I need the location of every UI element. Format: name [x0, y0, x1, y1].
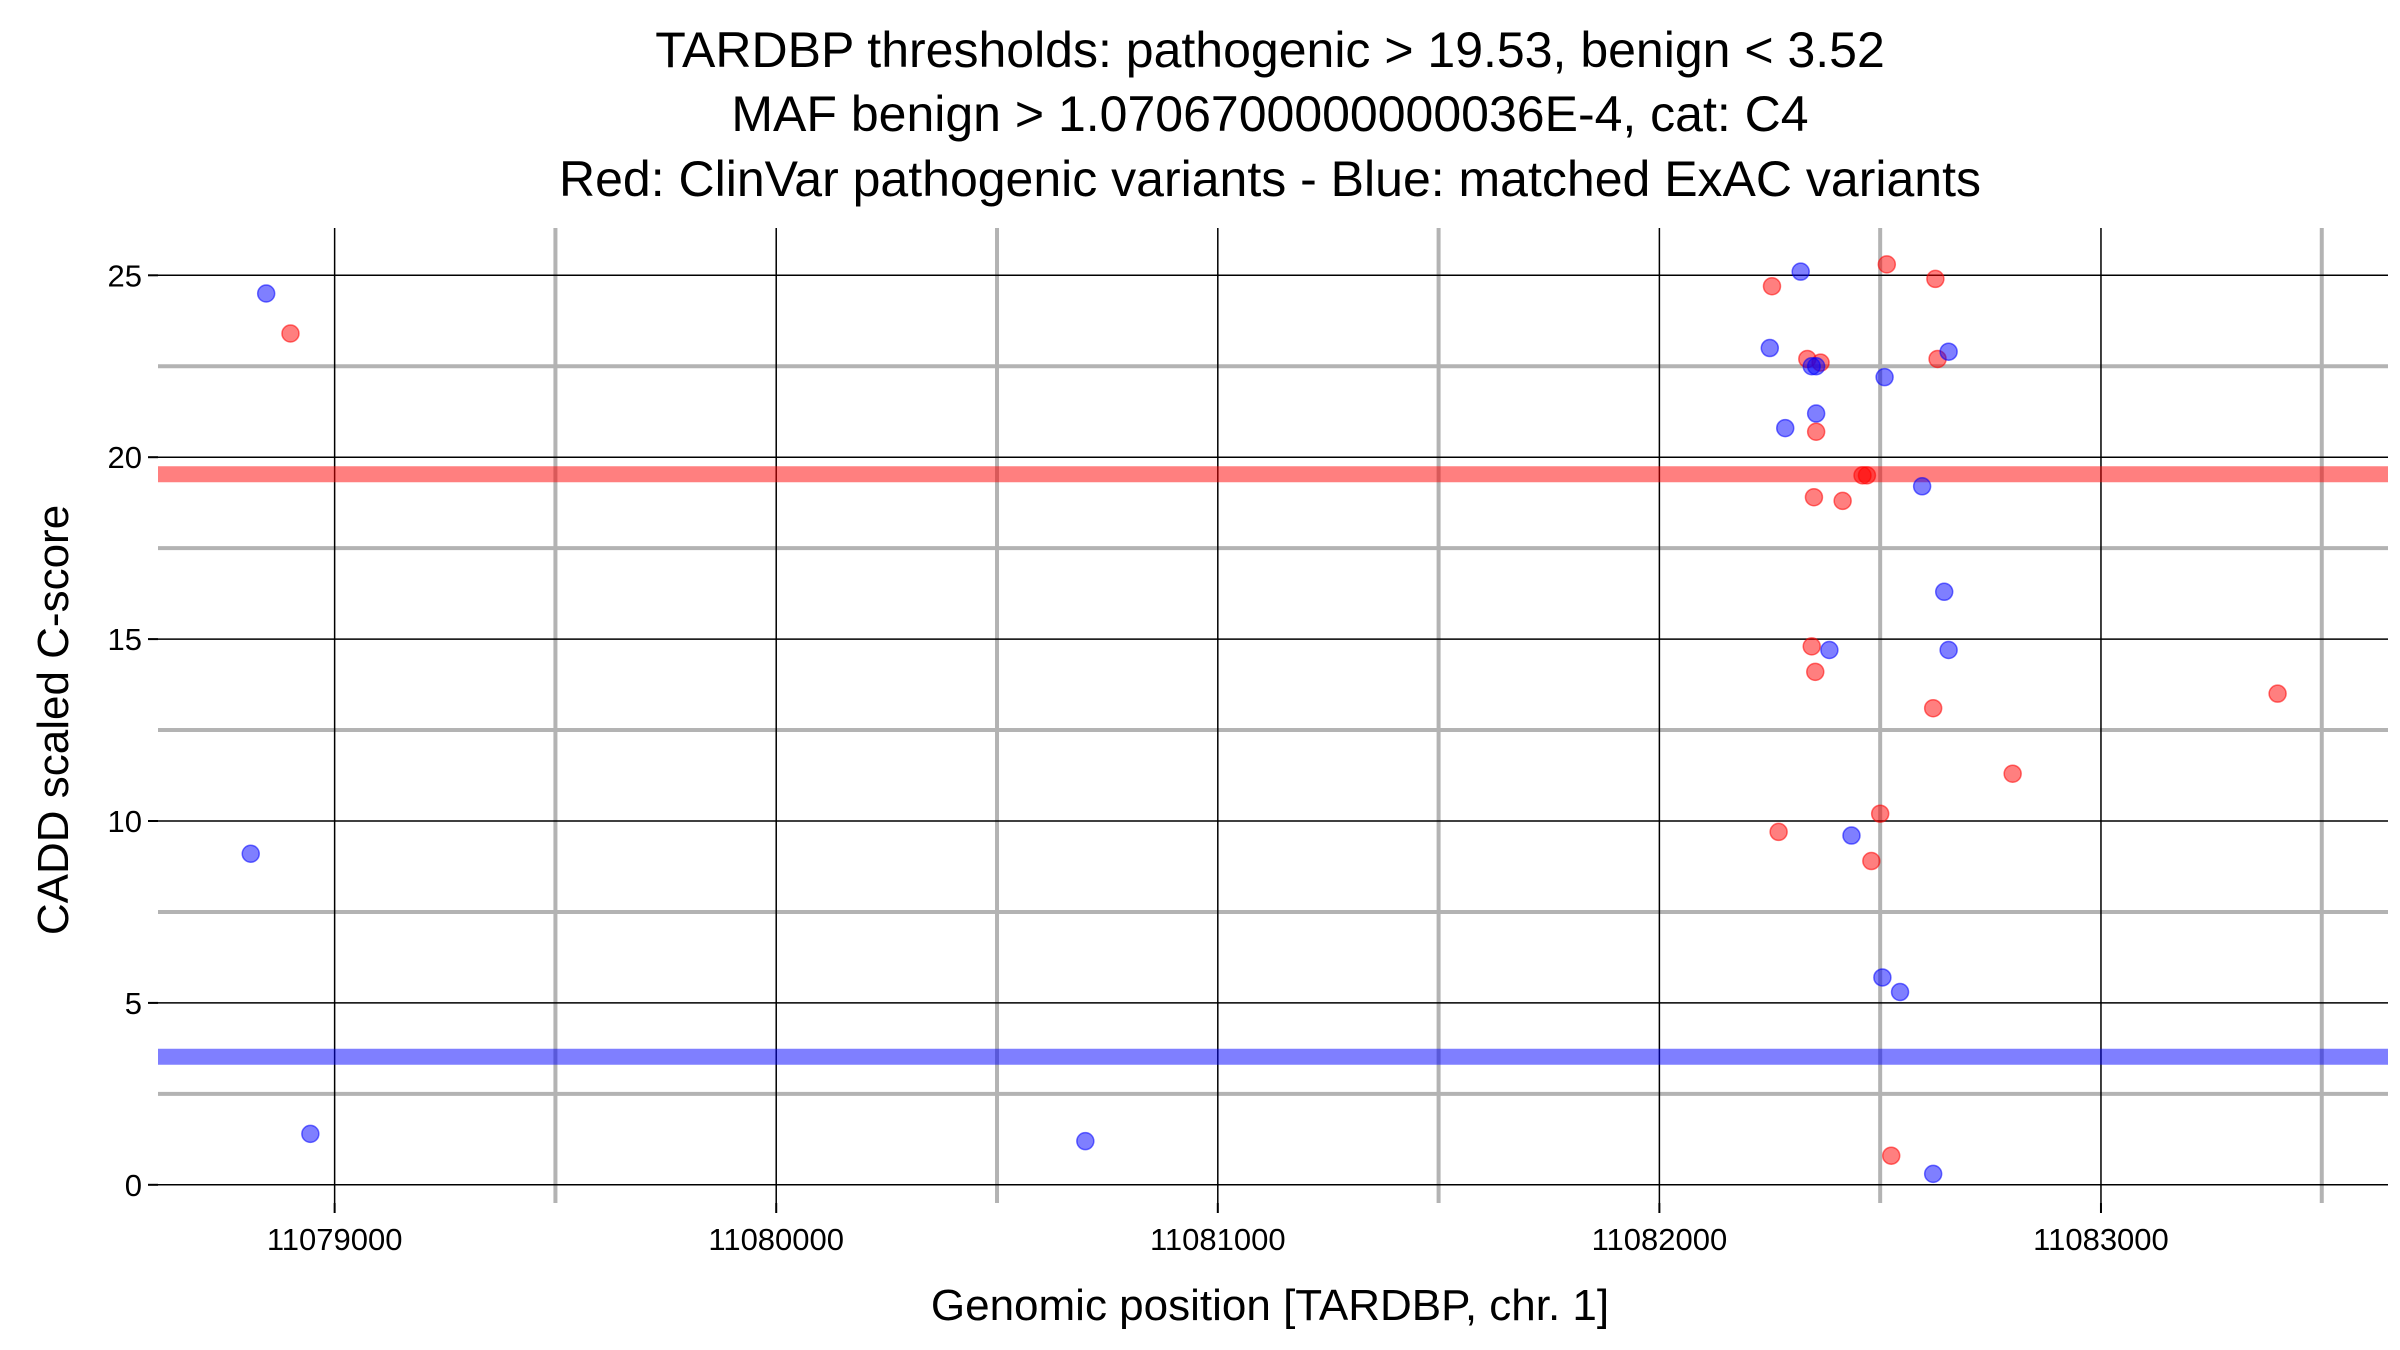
benign-point: [1842, 826, 1861, 845]
y-tick-label: 5: [125, 986, 142, 1021]
y-axis: 0 5 10 15 20 25: [108, 258, 158, 1203]
y-axis-title: CADD scaled C-score: [29, 505, 78, 935]
pathogenic-point: [2003, 764, 2022, 783]
benign-point: [1873, 968, 1892, 987]
x-axis: 11079000 11080000 11081000 11082000 11083000: [267, 1203, 2169, 1257]
benign-point: [1760, 338, 1780, 358]
pathogenic-point: [1877, 255, 1897, 274]
y-tick-label: 20: [108, 440, 142, 475]
x-axis-title: Genomic position [TARDBP, chr. 1]: [931, 1281, 1609, 1330]
pathogenic-point: [1870, 804, 1890, 823]
pathogenic-point: [1923, 698, 1943, 718]
pathogenic-point: [281, 324, 300, 343]
pathogenic-point: [1881, 1146, 1901, 1165]
pathogenic-point: [1833, 491, 1852, 511]
benign-point: [1939, 640, 1958, 660]
y-tick-label: 25: [108, 258, 142, 293]
benign-point: [1791, 262, 1810, 281]
pathogenic-point: [1926, 269, 1945, 289]
title-line-3: Red: ClinVar pathogenic variants - Blue:…: [559, 151, 1981, 207]
title-line-2: MAF benign > 1.0706700000000036E-4, cat:…: [731, 86, 1808, 142]
benign-point: [1934, 582, 1954, 602]
pathogenic-point: [1862, 851, 1881, 871]
grid-layer: [158, 228, 2388, 1203]
pathogenic-point: [2268, 684, 2287, 703]
benign-point: [1806, 356, 1826, 376]
pathogenic-point: [1806, 662, 1825, 682]
chart-title: TARDBP thresholds: pathogenic > 19.53, b…: [559, 22, 1981, 207]
pathogenic-point: [1857, 466, 1877, 485]
benign-point: [1939, 342, 1958, 361]
x-tick-label: 11081000: [1150, 1222, 1286, 1257]
benign-point: [1923, 1164, 1943, 1184]
y-tick-label: 15: [108, 622, 142, 657]
x-tick-label: 11083000: [2033, 1222, 2169, 1257]
pathogenic-point: [1802, 637, 1821, 656]
pathogenic-point: [1762, 276, 1782, 296]
y-tick-label: 10: [108, 804, 142, 839]
benign-point: [1875, 367, 1894, 387]
threshold-layer: [158, 466, 2388, 1065]
benign-point: [256, 284, 276, 303]
pathogenic-point: [1806, 422, 1826, 441]
benign-point: [1820, 640, 1839, 660]
x-tick-label: 11080000: [708, 1222, 844, 1257]
benign-point: [1912, 477, 1932, 496]
benign-point: [301, 1124, 320, 1144]
benign-point: [1806, 404, 1826, 423]
benign-point: [241, 844, 260, 863]
pathogenic-point: [1769, 822, 1788, 842]
title-line-1: TARDBP thresholds: pathogenic > 19.53, b…: [655, 22, 1885, 78]
x-tick-label: 11082000: [1592, 1222, 1728, 1257]
point-layer: [241, 255, 2287, 1184]
benign-point: [1076, 1131, 1095, 1151]
x-tick-label: 11079000: [267, 1222, 403, 1257]
benign-point: [1775, 418, 1795, 438]
benign-point: [1890, 982, 1910, 1002]
pathogenic-point: [1804, 487, 1824, 507]
y-tick-label: 0: [125, 1168, 142, 1203]
